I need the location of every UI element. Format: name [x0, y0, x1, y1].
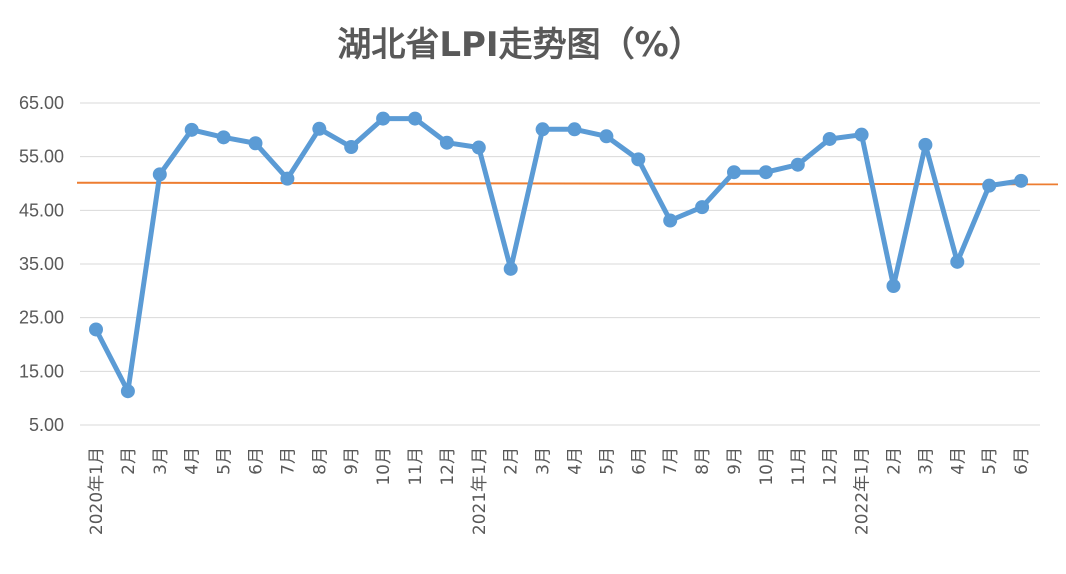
- data-point: [950, 254, 965, 269]
- data-point: [152, 167, 167, 182]
- data-point: [918, 137, 933, 152]
- data-point: [89, 322, 103, 337]
- y-tick-label: 35.00: [19, 254, 64, 274]
- x-tick-label: 10月: [757, 447, 777, 486]
- x-tick-label: 9月: [342, 447, 362, 475]
- data-point: [439, 135, 454, 150]
- x-tick-label: 2月: [885, 447, 905, 475]
- x-tick-label: 6月: [629, 447, 649, 475]
- x-tick-label: 7月: [661, 447, 681, 475]
- data-point: [1014, 173, 1029, 188]
- x-tick-label: 8月: [310, 447, 330, 475]
- data-point: [663, 213, 678, 228]
- x-tick-label: 7月: [278, 447, 298, 475]
- data-point: [184, 122, 199, 137]
- x-tick-label: 6月: [1012, 447, 1032, 475]
- data-point: [344, 140, 359, 155]
- data-point: [822, 131, 837, 146]
- data-point: [471, 140, 486, 155]
- data-point: [695, 200, 710, 215]
- data-point: [408, 111, 422, 126]
- data-point: [631, 152, 646, 167]
- y-tick-label: 65.00: [19, 93, 64, 113]
- x-tick-label: 3月: [151, 447, 171, 475]
- x-tick-label: 2022年1月: [853, 447, 873, 535]
- x-tick-label: 9月: [725, 447, 745, 475]
- data-point: [503, 261, 518, 276]
- series-line: [93, 116, 1024, 394]
- y-tick-label: 25.00: [19, 308, 64, 328]
- data-point: [216, 130, 231, 145]
- data-point: [886, 279, 901, 294]
- grid-lines: [80, 102, 1040, 426]
- y-tick-label: 45.00: [19, 200, 64, 220]
- chart-title: 湖北省LPI走势图（%）: [337, 25, 702, 65]
- x-tick-label: 2月: [119, 447, 139, 475]
- data-point: [312, 121, 327, 136]
- data-point: [790, 157, 805, 172]
- x-tick-label: 10月: [374, 447, 394, 486]
- data-point: [280, 171, 295, 186]
- data-point: [599, 129, 614, 144]
- x-tick-label: 5月: [597, 447, 617, 475]
- x-tick-label: 2月: [502, 447, 522, 475]
- data-point: [120, 384, 135, 399]
- y-tick-label: 5.00: [29, 415, 64, 435]
- data-point: [727, 165, 741, 180]
- data-point: [567, 122, 582, 137]
- x-tick-label: 3月: [916, 447, 936, 475]
- x-tick-label: 6月: [247, 447, 267, 475]
- x-tick-label: 5月: [215, 447, 235, 475]
- x-tick-label: 2020年1月: [87, 447, 107, 535]
- reference-line-50: [76, 181, 1059, 186]
- data-point: [758, 165, 773, 180]
- x-tick-label: 12月: [821, 447, 841, 486]
- y-axis-tick-labels: 65.00 55.00 45.00 35.00 25.00 15.00 5.00: [19, 93, 64, 435]
- x-tick-label: 2021年1月: [470, 447, 490, 535]
- x-tick-label: 8月: [693, 447, 713, 475]
- x-tick-label: 11月: [789, 447, 809, 486]
- data-point: [376, 111, 391, 126]
- x-axis-tick-labels: 2020年1月 2月 3月 4月 5月 6月 7月 8月 9月 10月 11月 12月 2021年1月 2…: [87, 447, 1032, 535]
- data-point: [982, 178, 997, 193]
- x-tick-label: 5月: [980, 447, 1000, 475]
- data-point: [535, 122, 550, 137]
- x-tick-label: 11月: [406, 447, 426, 486]
- x-tick-label: 4月: [566, 447, 586, 475]
- y-tick-label: 15.00: [19, 361, 64, 381]
- x-tick-label: 12月: [438, 447, 458, 486]
- x-tick-label: 4月: [183, 447, 203, 475]
- y-tick-label: 55.00: [19, 147, 64, 167]
- data-point: [854, 127, 869, 142]
- x-tick-label: 3月: [534, 447, 554, 475]
- data-markers: [89, 111, 1029, 399]
- x-tick-label: 4月: [948, 447, 968, 475]
- data-point: [248, 136, 263, 151]
